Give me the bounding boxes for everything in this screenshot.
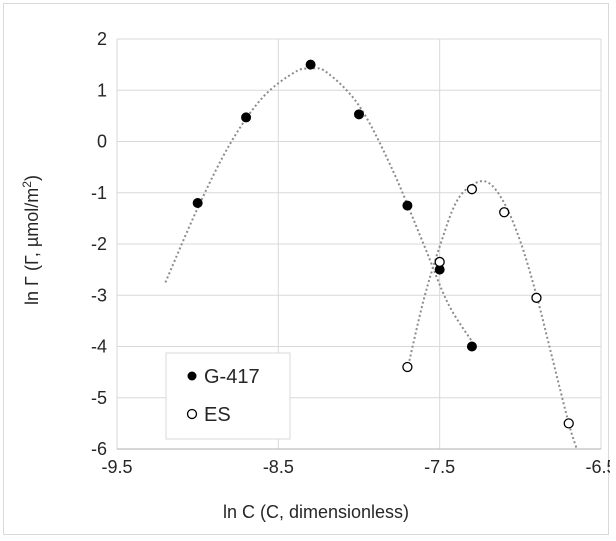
y-tick-label: -2	[91, 234, 107, 254]
y-tick-label: -3	[91, 285, 107, 305]
data-point-g417	[354, 109, 364, 120]
y-tick-label: -4	[91, 337, 107, 357]
data-point-es	[466, 184, 478, 195]
legend-marker-g417	[187, 371, 197, 381]
chart-frame: 2 1 0 -1 -2 -3 -4 -5 -6-9.5 -8.5 -7.5 -6.5 ln C (C,…	[3, 3, 616, 535]
data-point-es	[531, 292, 542, 303]
y-axis-label-main: ln Γ (Γ, µmol/m	[22, 188, 42, 305]
legend-label-g417: G-417	[204, 366, 260, 388]
data-point-g417	[466, 341, 477, 352]
x-tick-label: -9.5	[101, 457, 132, 477]
x-tick-label: -6.5	[585, 457, 610, 477]
y-axis-label-sup: 2	[20, 181, 34, 188]
grid-lines	[116, 38, 602, 450]
chart-svg: 2 1 0 -1 -2 -3 -4 -5 -6-9.5 -8.5 -7.5 -6.5 ln C (C,…	[20, 29, 616, 522]
x-tick-label: -8.5	[263, 457, 294, 477]
y-tick-label: -1	[91, 183, 107, 203]
y-tick-label: -5	[91, 388, 107, 408]
x-tick-label: -7.5	[424, 457, 455, 477]
y-tick-label: 0	[97, 132, 107, 152]
data-point-es	[499, 207, 510, 218]
data-point-g417	[192, 198, 203, 208]
trendline-g417	[164, 67, 473, 342]
data-point-g417	[402, 200, 413, 211]
data-point-g417	[241, 112, 252, 123]
data-point-es	[402, 361, 413, 373]
y-axis-label: ln Γ (Γ, µmol/m2)	[20, 175, 42, 305]
data-point-es	[563, 418, 574, 429]
data-points	[192, 59, 574, 429]
tick-labels: 2 1 0 -1 -2 -3 -4 -5 -6-9.5 -8.5 -7.5 -6.5	[91, 29, 616, 477]
legend-marker-es	[186, 408, 198, 420]
x-axis-label: ln C (C, dimensionless)	[223, 502, 409, 522]
data-point-es	[434, 256, 445, 268]
data-point-g417	[305, 59, 316, 70]
legend: G-417 ES	[165, 352, 291, 440]
y-tick-label: 1	[97, 80, 107, 100]
y-axis-label-close: )	[22, 175, 42, 181]
legend-box	[165, 352, 291, 440]
y-tick-label: 2	[97, 29, 107, 49]
trendline-es	[406, 180, 578, 450]
trendlines	[164, 67, 578, 450]
y-tick-label: -6	[91, 439, 107, 459]
legend-label-es: ES	[204, 404, 231, 426]
